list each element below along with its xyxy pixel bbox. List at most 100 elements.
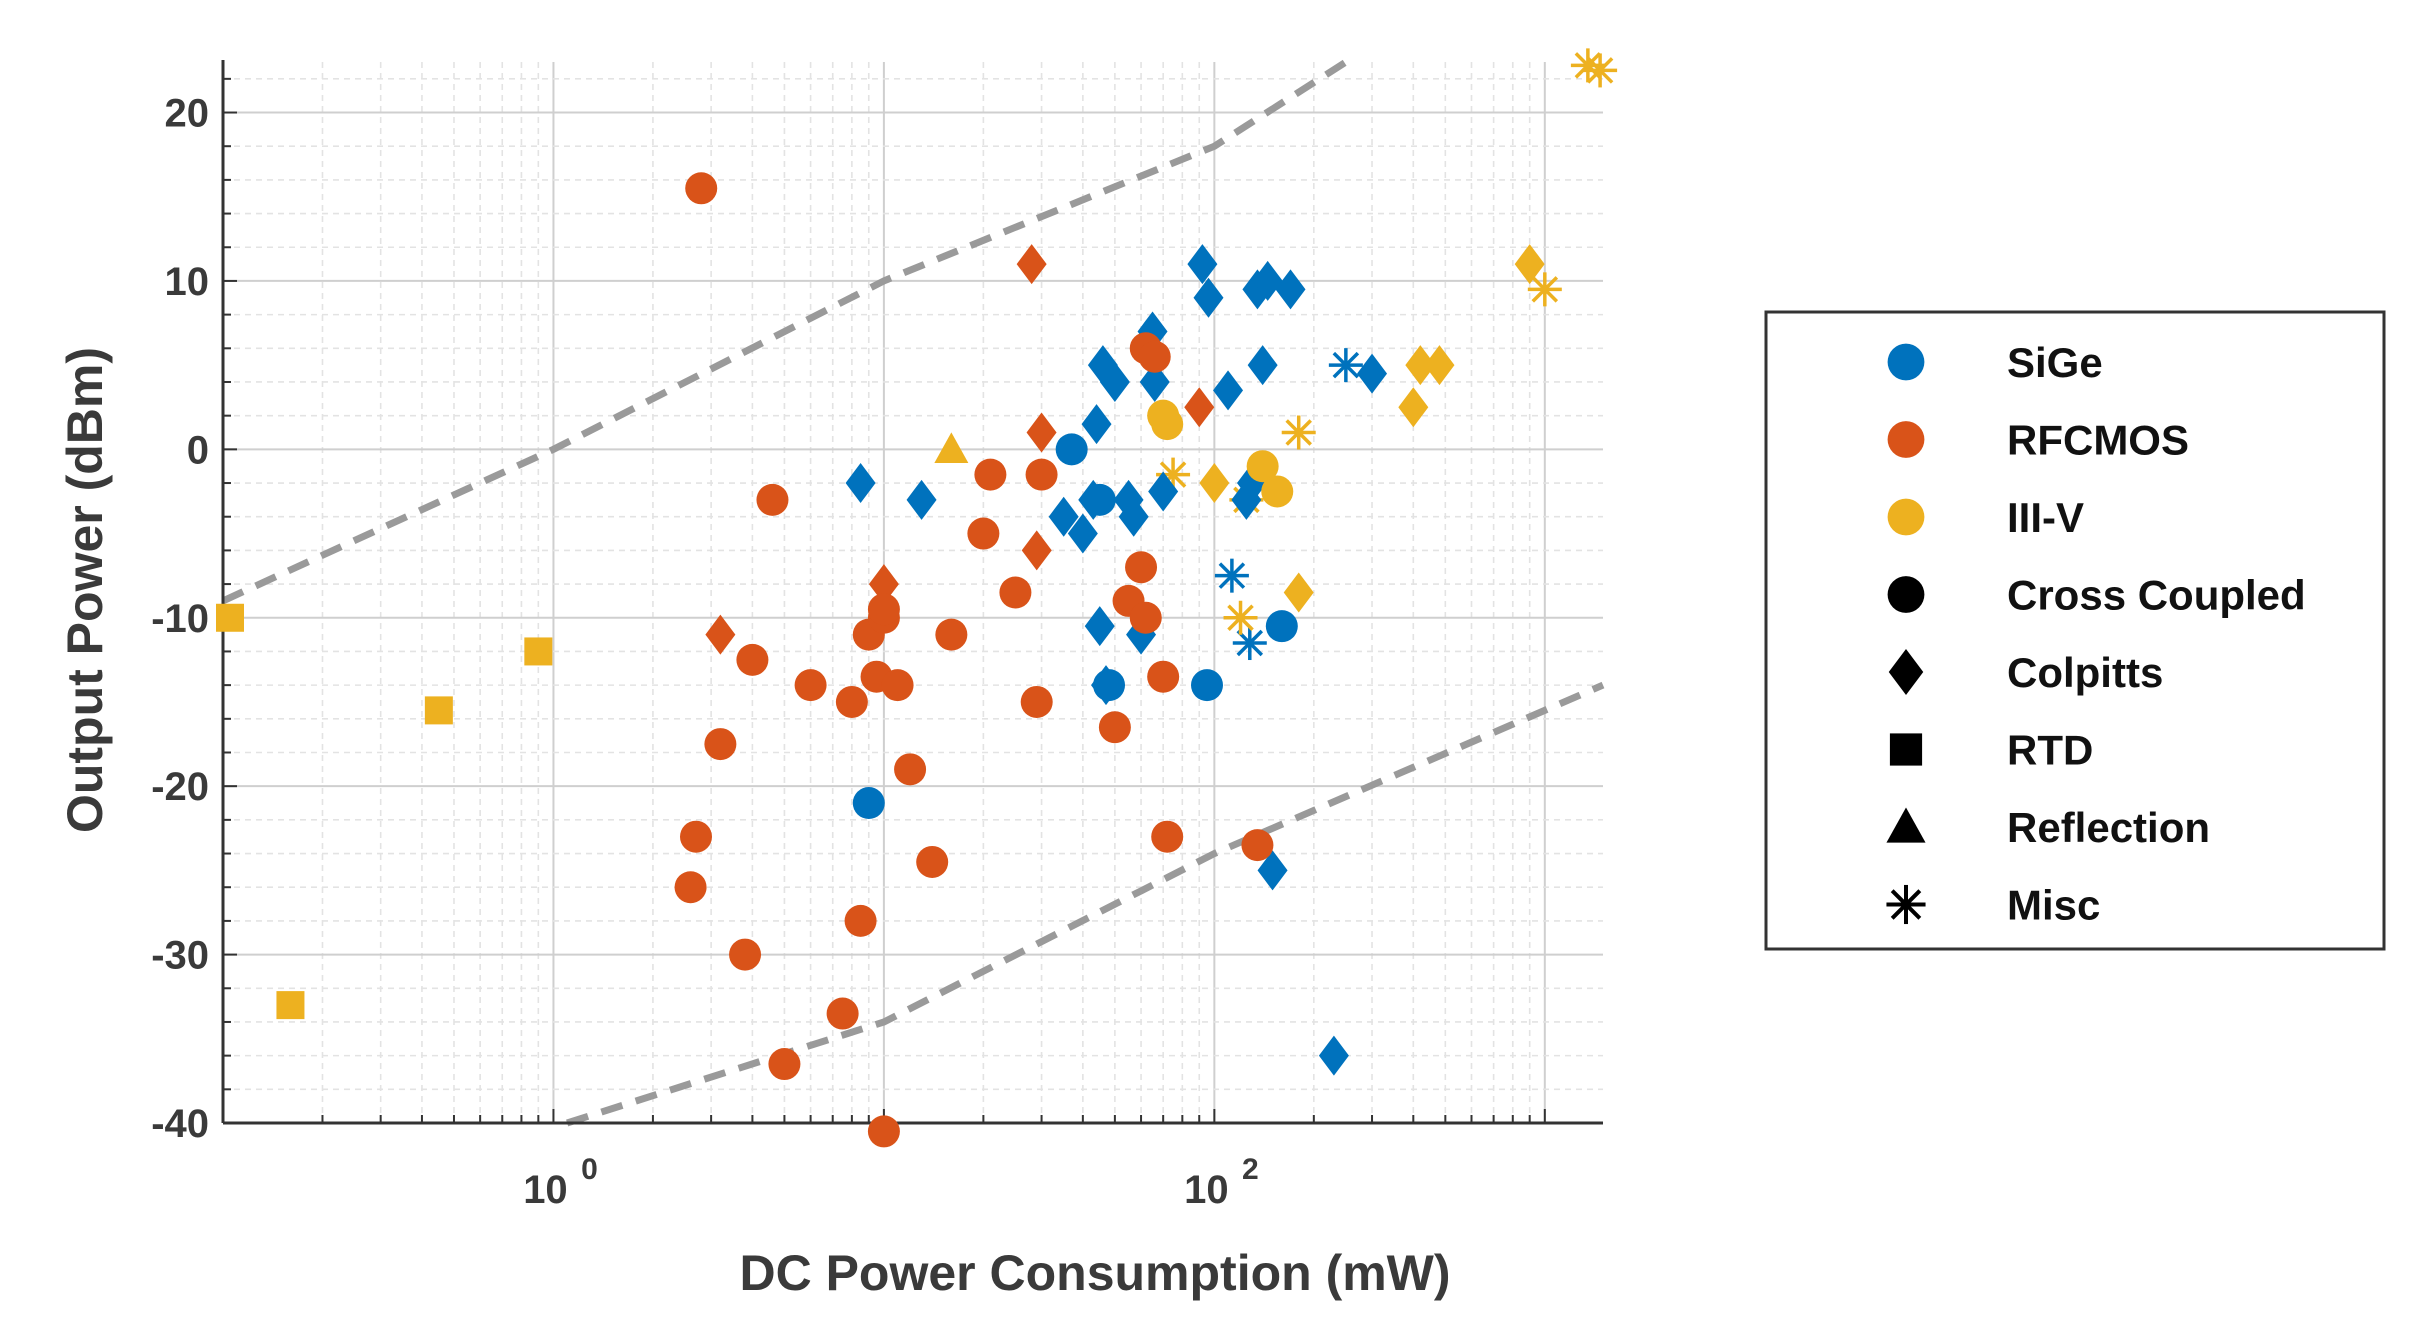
- point-rfcmos-circle: [935, 618, 968, 651]
- legend-entry: Colpitts: [1888, 649, 2163, 696]
- legend-entry: Cross Coupled: [1887, 572, 2306, 619]
- point-iiiv-star: [1223, 600, 1258, 635]
- point-sige-diamond: [1118, 496, 1149, 537]
- point-sige-diamond: [1318, 1035, 1349, 1076]
- point-rfcmos-circle: [679, 820, 712, 853]
- efficiency-line-lower: [566, 681, 1605, 1127]
- point-rfcmos-circle: [1241, 829, 1274, 862]
- legend-marker-circle: [1887, 343, 1925, 381]
- point-rfcmos-circle: [1151, 820, 1184, 853]
- point-iiiv-star: [1281, 415, 1316, 450]
- point-sige-star: [1214, 558, 1249, 593]
- point-iiiv-diamond: [1405, 345, 1436, 386]
- point-rfcmos-circle: [867, 1115, 900, 1148]
- point-rfcmos-circle: [1147, 660, 1180, 693]
- legend-label: RTD: [2007, 727, 2093, 774]
- point-sige-circle: [1265, 610, 1298, 643]
- point-sige-star: [1232, 626, 1267, 661]
- legend-label: Colpitts: [2007, 649, 2163, 696]
- point-sige-diamond: [1067, 513, 1098, 554]
- point-sige-circle: [1083, 483, 1116, 516]
- legend-marker-star: [1886, 884, 1926, 925]
- data-points: [216, 48, 1618, 1148]
- point-iiiv-diamond: [1424, 345, 1455, 386]
- y-tick-label: -40: [151, 1102, 209, 1146]
- point-iiiv-square: [524, 637, 553, 666]
- efficiency-lines: [221, 59, 1605, 1127]
- point-rfcmos-circle: [1098, 711, 1131, 744]
- point-sige-diamond: [1081, 404, 1112, 445]
- point-rfcmos-circle: [826, 997, 859, 1030]
- efficiency-line-upper: [221, 59, 1348, 605]
- legend-label: Misc: [2007, 882, 2100, 929]
- legend-marker-diamond: [1888, 649, 1924, 695]
- point-rfcmos-circle: [729, 938, 762, 971]
- point-rfcmos-circle: [894, 753, 927, 786]
- point-rfcmos-circle: [1025, 458, 1058, 491]
- point-sige-diamond: [1048, 496, 1079, 537]
- y-axis-label: Output Power (dBm): [57, 347, 113, 833]
- legend-label: III-V: [2007, 494, 2084, 541]
- point-iiiv-square: [216, 603, 245, 632]
- point-iiiv-diamond: [1199, 463, 1230, 504]
- point-sige-diamond: [1252, 260, 1283, 301]
- point-iiiv-diamond: [1514, 244, 1545, 285]
- point-sige-circle: [1190, 669, 1223, 702]
- y-tick-label: -30: [151, 934, 209, 978]
- point-rfcmos-circle: [1138, 340, 1171, 373]
- y-tick-label: 0: [187, 428, 209, 472]
- point-rfcmos-circle: [685, 172, 718, 205]
- point-rfcmos-circle: [756, 483, 789, 516]
- y-tick-label: 20: [165, 92, 210, 136]
- point-sige-diamond: [1187, 244, 1218, 285]
- legend-entry: Misc: [1886, 882, 2100, 929]
- legend-marker-circle: [1887, 576, 1925, 613]
- point-sige-diamond: [1257, 850, 1288, 891]
- point-sige-diamond: [1148, 471, 1179, 512]
- point-rfcmos-circle: [736, 643, 769, 676]
- point-rfcmos-circle: [844, 904, 877, 937]
- point-sige-diamond: [1084, 606, 1115, 647]
- point-rfcmos-circle: [916, 845, 949, 878]
- point-rfcmos-circle: [768, 1048, 801, 1081]
- point-iiiv-diamond: [1398, 387, 1429, 428]
- point-sige-circle: [1055, 433, 1088, 466]
- x-axis-label: DC Power Consumption (mW): [739, 1245, 1450, 1301]
- point-rfcmos-circle: [704, 728, 737, 761]
- point-rfcmos-diamond: [868, 564, 899, 605]
- y-tick-label: -10: [151, 597, 209, 641]
- legend-entry: RTD: [1889, 727, 2093, 774]
- point-iiiv-circle: [1246, 450, 1279, 483]
- legend: SiGe RFCMOS III-V Cross Coupled Colpitts RTD R…: [1764, 310, 2386, 951]
- legend-label: Cross Coupled: [2007, 572, 2306, 619]
- point-sige-star: [1328, 348, 1363, 383]
- x-tick-label-exponent: 2: [1242, 1153, 1259, 1186]
- point-iiiv-square: [276, 991, 305, 1020]
- point-rfcmos-diamond: [1021, 530, 1052, 571]
- point-sige-diamond: [1193, 277, 1224, 318]
- point-sige-diamond: [1139, 361, 1170, 402]
- legend-box: [1764, 310, 2386, 951]
- point-iiiv-circle: [1261, 475, 1294, 508]
- y-tick-label: 10: [165, 260, 210, 304]
- x-tick-label: 10: [1184, 1168, 1229, 1212]
- point-iiiv-square: [424, 696, 453, 725]
- axes: [221, 60, 1603, 1125]
- legend-entry: III-V: [1887, 494, 2084, 541]
- point-rfcmos-circle: [674, 871, 707, 904]
- point-rfcmos-circle: [881, 669, 914, 702]
- point-sige-diamond: [906, 479, 937, 520]
- point-rfcmos-circle: [1020, 685, 1053, 718]
- point-iiiv-star: [1527, 272, 1562, 307]
- point-sige-diamond: [845, 463, 876, 504]
- legend-label: RFCMOS: [2007, 417, 2189, 464]
- legend-entry: Reflection: [1886, 804, 2210, 851]
- point-rfcmos-circle: [835, 685, 868, 718]
- point-sige-diamond: [1213, 370, 1244, 411]
- point-rfcmos-circle: [967, 517, 1000, 550]
- legend-label: SiGe: [2007, 339, 2103, 386]
- point-iiiv-circle: [1151, 408, 1184, 441]
- point-rfcmos-circle: [867, 593, 900, 626]
- point-rfcmos-circle: [1125, 551, 1158, 584]
